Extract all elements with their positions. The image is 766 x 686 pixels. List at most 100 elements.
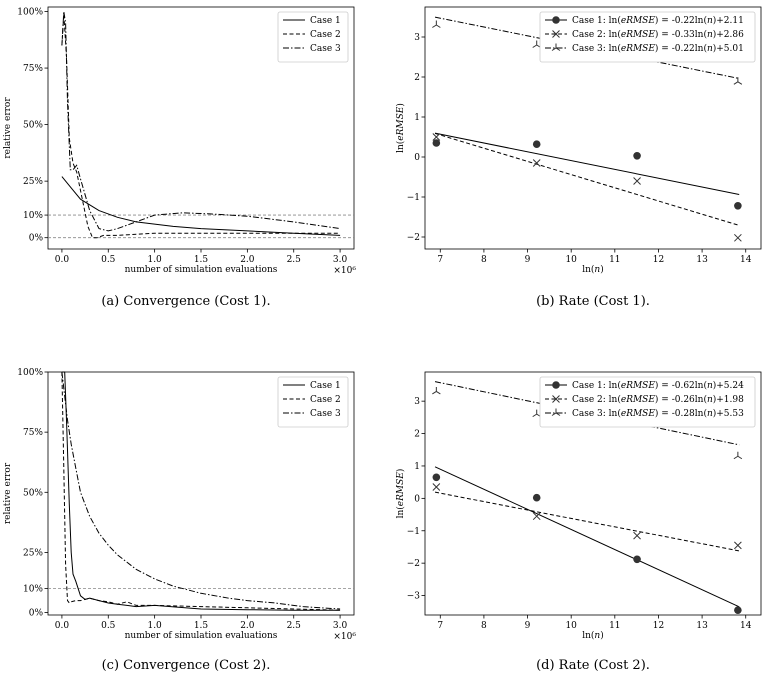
series-1 <box>61 176 341 236</box>
y-tick-label: 3 <box>414 33 420 43</box>
y-tick-label: 0 <box>414 494 420 504</box>
fit-line <box>434 132 740 226</box>
chart-panel-b: 7 8 9 10 11 12 13 14−2−10123ln(𝑛)ln(𝑒𝑅𝑀𝑆𝐸)Case … <box>395 6 762 275</box>
y-tick-label: −2 <box>407 233 420 243</box>
y-tick-label: 2 <box>414 73 420 83</box>
legend-marker-x <box>552 395 560 403</box>
x-axis-label: ln(𝑛) <box>582 264 604 275</box>
data-point-x <box>432 133 441 141</box>
x-tick-label: 1.5 <box>194 255 209 265</box>
x-tick-label: 8 <box>481 621 487 631</box>
x-tick-label: 11 <box>609 621 620 631</box>
data-point-x <box>633 531 641 540</box>
data-point-circle <box>532 140 541 148</box>
x-tick-label: 8 <box>481 255 487 265</box>
y-tick-label: −1 <box>407 527 420 537</box>
y-tick-label: 25% <box>23 177 43 187</box>
x-tick-label: 14 <box>740 255 752 265</box>
y-tick-label: 100% <box>17 8 43 18</box>
data-point-circle <box>734 606 742 614</box>
series-2 <box>432 132 742 242</box>
x-tick-label: 10 <box>565 621 577 631</box>
legend-box <box>277 376 349 428</box>
x-axis-label: number of simulation evaluations <box>125 631 278 641</box>
series-2 <box>61 371 341 611</box>
x-tick-label: 7 <box>437 621 443 631</box>
x-tick-label: 9 <box>525 621 531 631</box>
y-tick-label: 10% <box>23 585 43 595</box>
legend-label: Case 1 <box>310 381 341 391</box>
x-tick-label: 0.5 <box>101 255 116 265</box>
x-multiplier-label: ×10⁶ <box>333 632 356 642</box>
x-tick-label: 1.0 <box>147 255 162 265</box>
y-tick-label: 25% <box>23 548 43 558</box>
y-axis-label: ln(𝑒𝑅𝑀𝑆𝐸) <box>395 469 406 519</box>
legend-label: Case 3 <box>310 44 341 54</box>
x-tick-label: 0.0 <box>55 255 70 265</box>
y-tick-label: 0 <box>414 153 420 163</box>
legend: Case 1: ln(𝑒𝑅𝑀𝑆𝐸) = -0.62ln(𝑛)+5.24 Case … <box>539 376 756 428</box>
legend: Case 1 Case 2 Case 3 <box>277 376 349 428</box>
legend-label: Case 2 <box>310 395 341 405</box>
data-point-circle <box>432 139 441 147</box>
x-tick-label: 12 <box>653 621 664 631</box>
data-point-tri <box>432 386 441 395</box>
x-tick-label: 1.0 <box>147 621 162 631</box>
y-tick-label: −3 <box>407 592 421 602</box>
y-tick-label: 50% <box>23 121 43 131</box>
x-axis-label: number of simulation evaluations <box>125 265 278 275</box>
legend-label: Case 3 <box>310 409 341 419</box>
legend-label: Case 1: ln(𝑒𝑅𝑀𝑆𝐸) = -0.22ln(𝑛)+2.11 <box>572 15 744 26</box>
fit-line <box>434 132 740 195</box>
y-tick-label: 75% <box>23 428 43 438</box>
y-axis-label: relative error <box>3 97 13 159</box>
y-tick-label: 1 <box>414 462 420 472</box>
data-point-circle <box>432 473 441 482</box>
x-tick-label: 3.0 <box>333 255 348 265</box>
legend-label: Case 2 <box>310 30 341 40</box>
y-axis-label: ln(𝑒𝑅𝑀𝑆𝐸) <box>395 103 406 153</box>
series-2 <box>61 13 341 239</box>
x-tick-label: 7 <box>437 255 443 265</box>
data-point-x <box>633 177 641 185</box>
legend-marker-tri <box>551 43 561 51</box>
y-tick-label: 0% <box>29 234 44 244</box>
y-axis-label: relative error <box>3 462 13 524</box>
series-line <box>61 371 341 611</box>
y-tick-label: 50% <box>23 488 43 498</box>
legend-label: Case 3: ln(𝑒𝑅𝑀𝑆𝐸) = -0.22ln(𝑛)+5.01 <box>572 43 744 54</box>
legend-marker-tri <box>551 408 561 416</box>
fit-line <box>434 466 740 608</box>
data-point-x <box>734 233 742 242</box>
x-multiplier-label: ×10⁶ <box>333 266 356 276</box>
chart-panel-d: 7 8 9 10 11 12 13 14−3−2−10123ln(𝑛)ln(𝑒𝑅𝑀𝑆𝐸)Cas… <box>395 371 762 641</box>
data-point-x <box>532 512 541 521</box>
x-tick-label: 0.0 <box>55 621 70 631</box>
data-point-tri <box>432 20 441 28</box>
legend-label: Case 1: ln(𝑒𝑅𝑀𝑆𝐸) = -0.62ln(𝑛)+5.24 <box>572 380 744 391</box>
y-tick-label: 2 <box>414 430 420 440</box>
panel-caption-d: (d) Rate (Cost 2). <box>536 658 650 673</box>
series-1 <box>432 132 742 210</box>
panel-caption-b: (b) Rate (Cost 1). <box>536 294 650 309</box>
data-point-circle <box>734 202 742 210</box>
data-point-x <box>532 159 541 167</box>
legend-label: Case 2: ln(𝑒𝑅𝑀𝑆𝐸) = -0.33ln(𝑛)+2.86 <box>572 29 744 40</box>
legend-label: Case 1 <box>310 16 341 26</box>
plot-frame <box>424 6 762 250</box>
series-1 <box>432 466 742 614</box>
data-point-circle <box>532 493 541 502</box>
x-tick-label: 3.0 <box>333 621 348 631</box>
x-tick-label: 13 <box>696 621 708 631</box>
data-point-x <box>734 541 742 550</box>
plot-frame <box>424 371 762 616</box>
series-1 <box>61 371 341 611</box>
legend-box <box>277 11 349 63</box>
y-tick-label: 1 <box>414 113 420 123</box>
y-tick-label: 10% <box>23 211 43 221</box>
legend-marker-x <box>552 30 560 38</box>
legend: Case 1 Case 2 Case 3 <box>277 11 349 63</box>
x-tick-label: 13 <box>696 255 708 265</box>
series-line <box>61 13 341 239</box>
